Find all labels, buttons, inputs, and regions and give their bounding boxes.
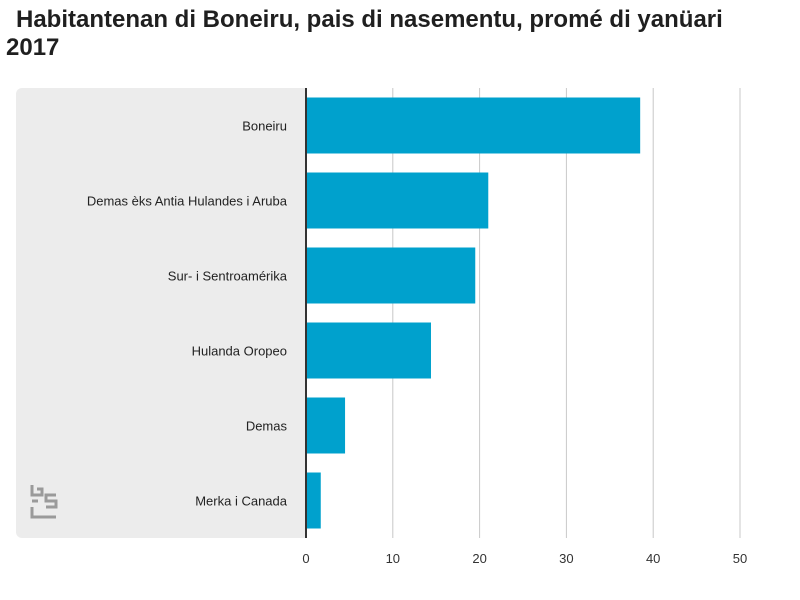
category-label: Hulanda Oropeo: [192, 344, 287, 359]
cbs-logo-icon: [30, 485, 58, 519]
x-tick-label: 50: [733, 551, 747, 566]
bar: [306, 397, 346, 454]
category-label: Boneiru: [242, 119, 287, 134]
bar: [306, 472, 321, 529]
bar: [306, 172, 489, 229]
label-panel: [16, 88, 306, 538]
bar: [306, 247, 476, 304]
x-tick-label: 10: [386, 551, 400, 566]
x-tick-label: 20: [472, 551, 486, 566]
x-tick-label: 30: [559, 551, 573, 566]
category-label: Demas èks Antia Hulandes i Aruba: [87, 194, 288, 209]
category-label: Demas: [246, 419, 288, 434]
bar: [306, 322, 431, 379]
category-label: Merka i Canada: [195, 494, 288, 509]
x-tick-label: 40: [646, 551, 660, 566]
category-label: Sur- i Sentroamérika: [168, 269, 288, 284]
x-tick-label: 0: [302, 551, 309, 566]
chart-title: Habitantenan di Boneiru, pais di nasemen…: [6, 6, 723, 61]
bar: [306, 97, 641, 154]
